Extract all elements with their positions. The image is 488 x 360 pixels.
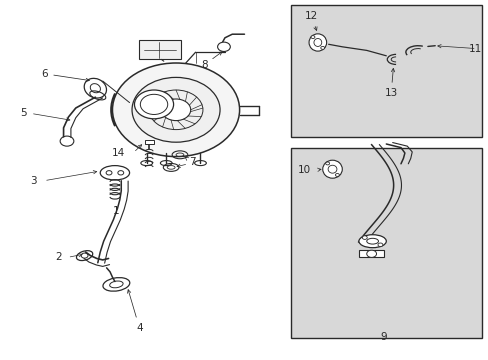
Circle shape	[335, 174, 339, 176]
Circle shape	[325, 162, 329, 165]
Bar	[290, 148, 481, 338]
Circle shape	[106, 171, 112, 175]
Bar	[144, 140, 153, 144]
Bar	[139, 40, 181, 59]
Text: 12: 12	[304, 11, 318, 31]
Bar	[359, 250, 383, 257]
Text: 7: 7	[188, 157, 195, 167]
Ellipse shape	[358, 235, 386, 248]
Text: 3: 3	[30, 176, 37, 186]
Circle shape	[310, 36, 314, 39]
Circle shape	[217, 42, 230, 51]
Circle shape	[366, 250, 376, 257]
Text: 13: 13	[384, 68, 397, 98]
Circle shape	[377, 243, 382, 247]
Text: 6: 6	[41, 69, 89, 82]
Text: 14: 14	[111, 148, 125, 158]
Ellipse shape	[308, 34, 326, 51]
Text: 8: 8	[201, 52, 222, 70]
Circle shape	[134, 90, 173, 119]
Circle shape	[320, 46, 324, 49]
Circle shape	[161, 99, 190, 121]
Circle shape	[118, 171, 123, 175]
Ellipse shape	[103, 278, 129, 291]
Text: 4: 4	[127, 290, 142, 333]
Text: 11: 11	[468, 44, 481, 54]
Text: 5: 5	[20, 108, 27, 118]
Text: 9: 9	[380, 332, 386, 342]
Ellipse shape	[322, 160, 342, 178]
Circle shape	[112, 63, 239, 157]
Text: 2: 2	[55, 252, 62, 262]
Text: 10: 10	[297, 165, 310, 175]
Circle shape	[132, 77, 220, 142]
Ellipse shape	[100, 166, 129, 180]
Bar	[290, 5, 481, 137]
Text: 1: 1	[112, 206, 119, 216]
Circle shape	[362, 236, 366, 239]
